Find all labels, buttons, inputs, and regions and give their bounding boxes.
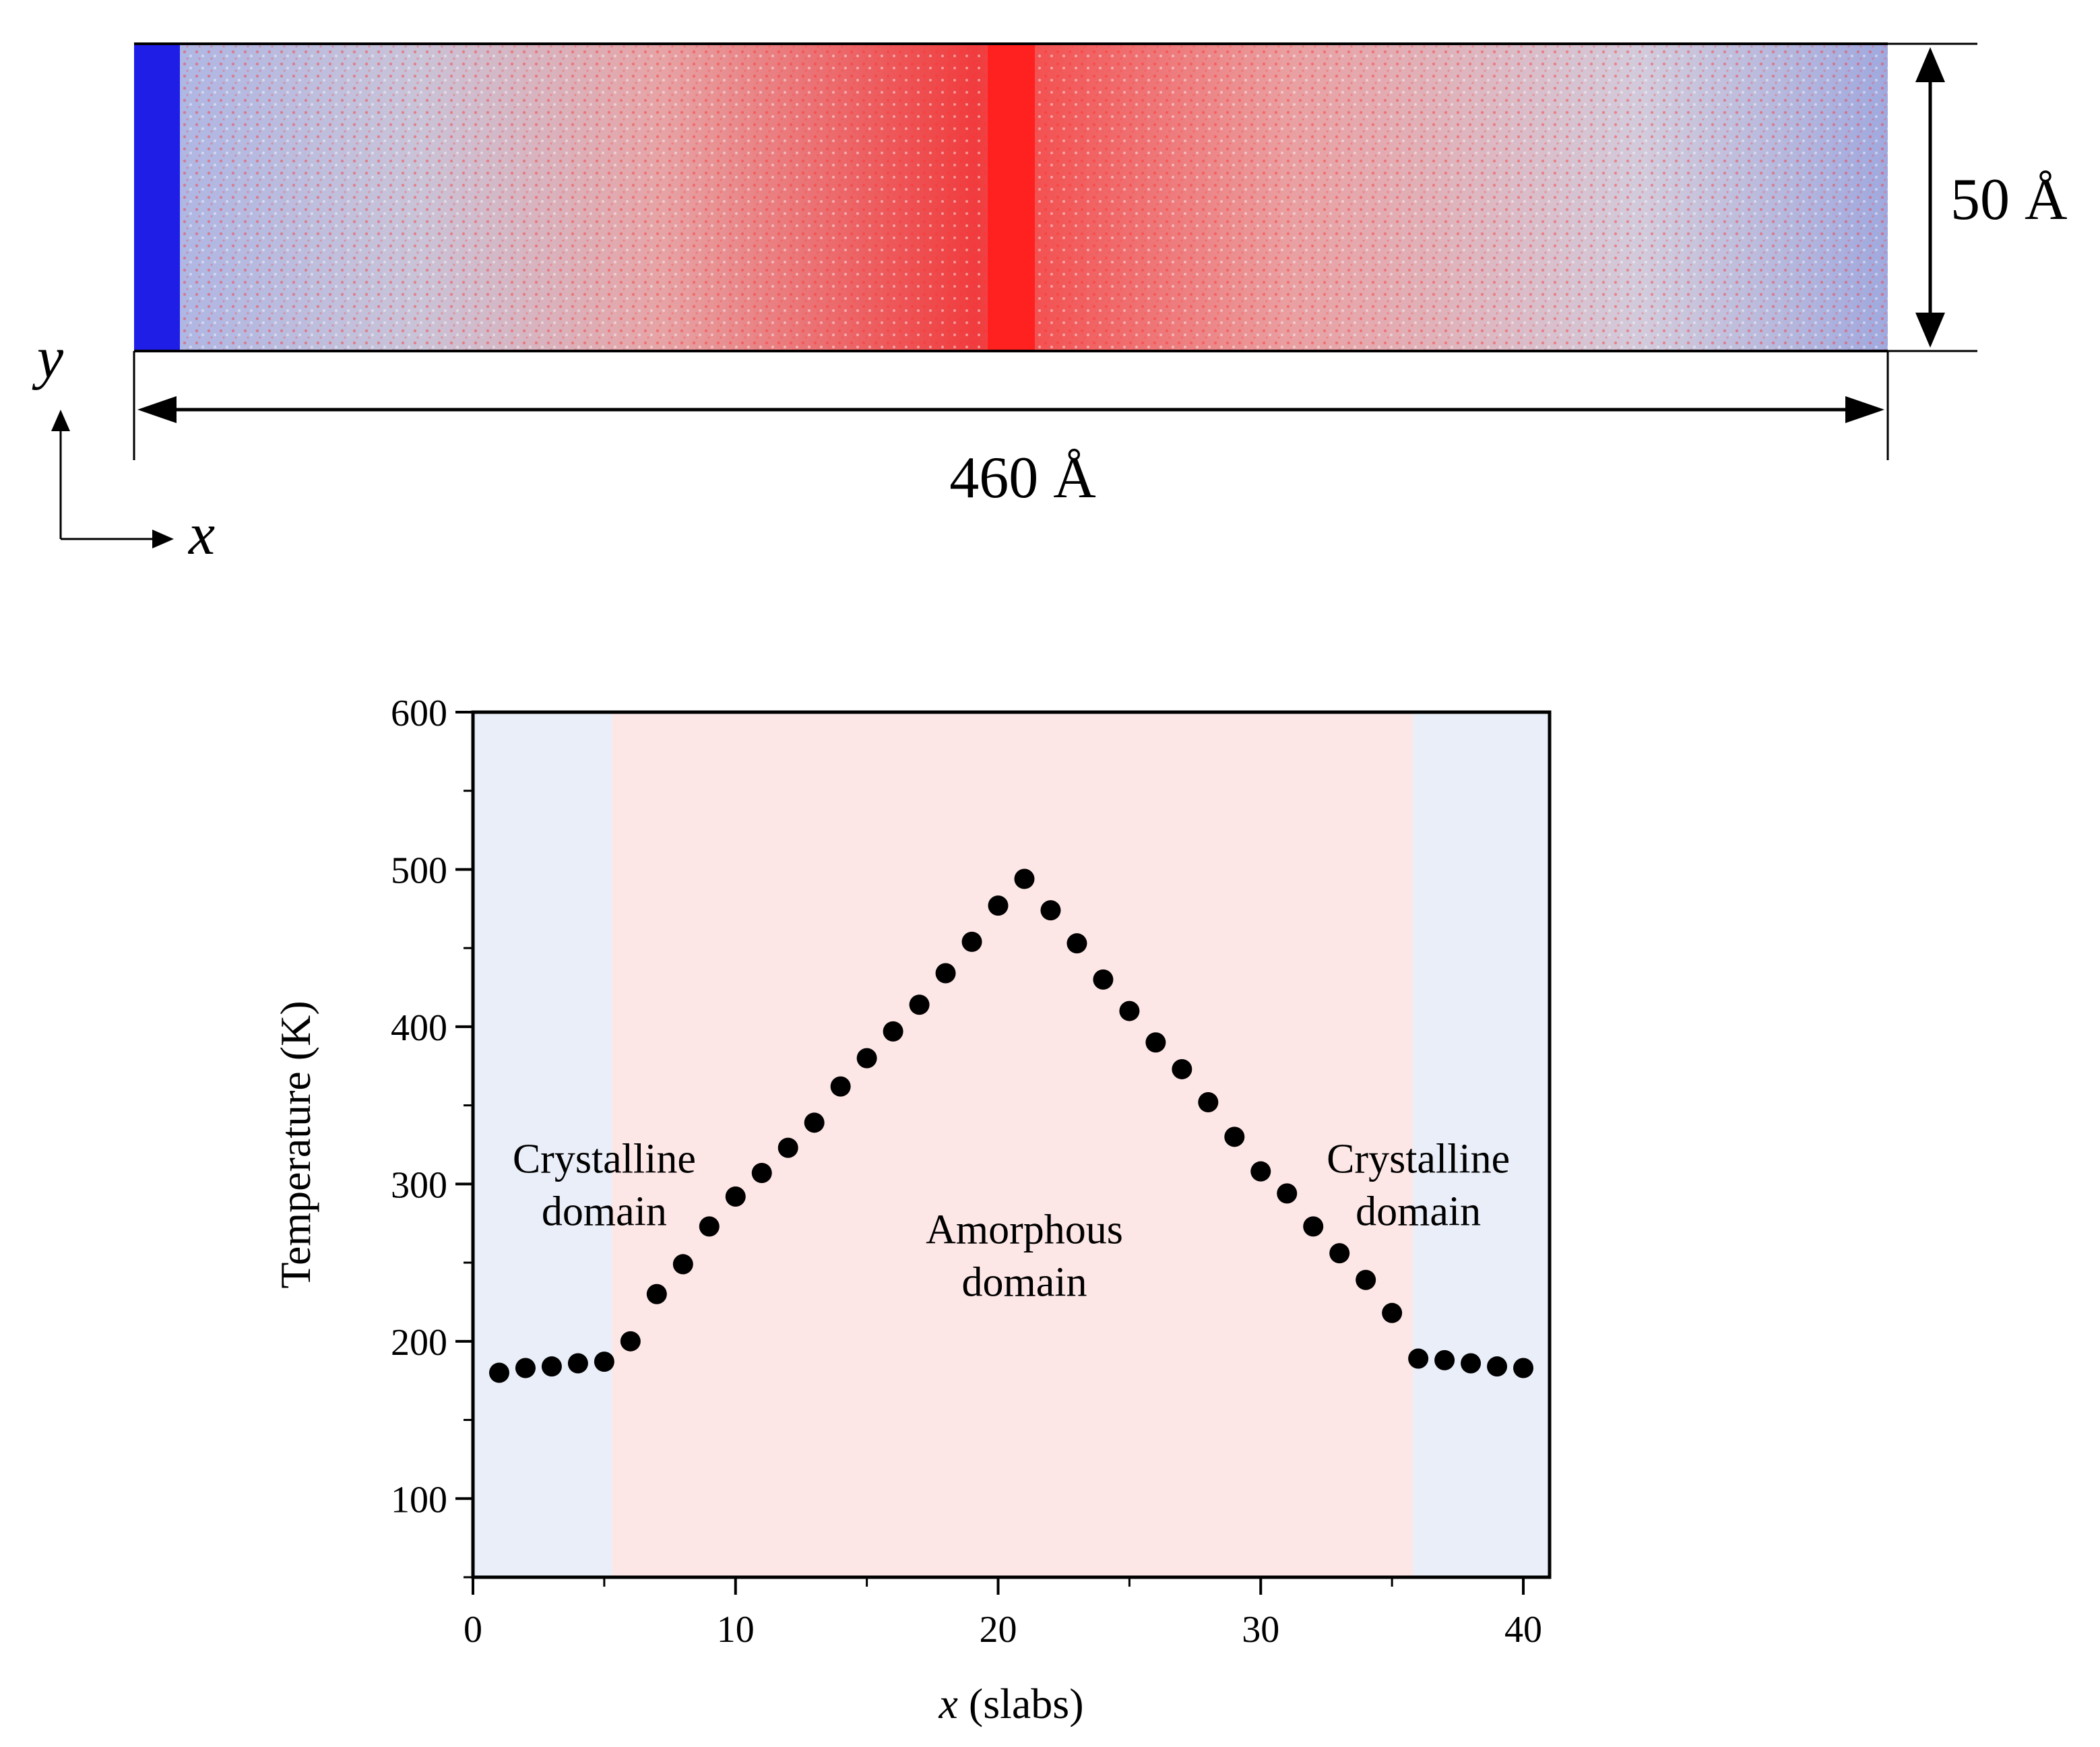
cold-bath [134,44,180,351]
data-point-25 [1119,1000,1140,1021]
data-point-14 [830,1076,851,1097]
data-point-13 [804,1112,825,1133]
y-tick-label-500: 500 [391,850,447,891]
x-axis-title: x (slabs) [938,1680,1083,1727]
data-point-33 [1329,1243,1350,1264]
data-point-20 [988,895,1009,916]
data-point-35 [1382,1302,1403,1323]
height-label: 50 Å [1950,167,2068,232]
x-tick-label-40: 40 [1504,1609,1542,1651]
y-tick-label-600: 600 [391,693,447,734]
data-point-17 [909,994,930,1015]
region-label-crystalline-2-line-0: Crystalline [1327,1136,1510,1182]
domain-labels: Crystalline domain Amorphous domain Crystall… [513,1136,1510,1305]
x-tick-label-10: 10 [717,1609,755,1651]
data-point-30 [1250,1161,1271,1182]
y-tick-label-400: 400 [391,1007,447,1049]
data-point-26 [1145,1032,1166,1053]
region-label-amorphous-1-line-0: Amorphous [926,1207,1123,1252]
data-point-18 [935,963,956,984]
region-amorphous-1 [612,712,1413,1577]
axis-ticks: 0 10 20 30 40 100 200 300 400 500 600 [391,693,1542,1651]
simulation-cell [134,42,1888,352]
height-dimension [1888,42,1977,352]
data-point-24 [1093,969,1114,990]
data-point-15 [856,1048,877,1069]
data-point-19 [961,931,982,952]
data-point-21 [1014,868,1035,889]
data-point-7 [646,1283,667,1304]
y-tick-label-300: 300 [391,1164,447,1206]
hot-bath [988,44,1035,351]
length-dimension [133,351,1889,460]
y-tick-label-100: 100 [391,1479,447,1521]
y-axis-title: Temperature (K) [272,1000,319,1288]
data-point-16 [883,1021,903,1042]
data-point-22 [1040,900,1061,921]
data-point-32 [1303,1216,1324,1237]
y-tick-label-200: 200 [391,1322,447,1364]
data-point-10 [725,1186,746,1207]
data-point-38 [1461,1353,1482,1374]
x-axis-title-unit: (slabs) [958,1680,1084,1727]
data-point-29 [1224,1126,1245,1147]
y-axis-symbol: y [32,325,64,391]
data-point-27 [1172,1058,1192,1079]
data-point-9 [699,1216,720,1237]
x-tick-label-0: 0 [464,1609,482,1651]
x-tick-label-20: 20 [980,1609,1017,1651]
coordinate-axes [51,410,174,548]
data-point-1 [488,1362,509,1383]
data-point-2 [515,1358,536,1378]
data-point-37 [1434,1349,1455,1370]
x-axis-title-var: x [938,1680,957,1727]
data-point-8 [672,1254,693,1275]
data-point-6 [620,1331,641,1352]
region-label-amorphous-1-line-1: domain [961,1259,1087,1305]
x-tick-label-30: 30 [1242,1609,1279,1651]
data-points [488,868,1534,1383]
region-label-crystalline-0-line-0: Crystalline [513,1136,696,1182]
data-point-12 [777,1137,798,1158]
simulation-schematic: 50 Å 460 Å y x [32,42,2068,567]
region-label-crystalline-0-line-1: domain [542,1188,667,1234]
data-point-34 [1356,1269,1376,1290]
length-label: 460 Å [949,445,1096,511]
data-point-5 [594,1352,614,1372]
data-point-28 [1198,1091,1219,1112]
data-point-39 [1487,1356,1508,1377]
plot-frame [471,710,1552,1579]
x-axis-symbol: x [187,502,215,567]
data-point-23 [1067,933,1087,954]
domain-backgrounds [473,712,1550,1577]
data-point-11 [751,1163,772,1184]
data-point-4 [567,1353,588,1374]
region-label-crystalline-2-line-1: domain [1356,1188,1481,1234]
data-point-40 [1513,1358,1534,1378]
data-point-36 [1408,1348,1429,1369]
region-crystalline-2 [1413,712,1550,1577]
data-point-31 [1277,1183,1298,1204]
data-point-3 [541,1356,562,1377]
region-crystalline-0 [473,712,612,1577]
